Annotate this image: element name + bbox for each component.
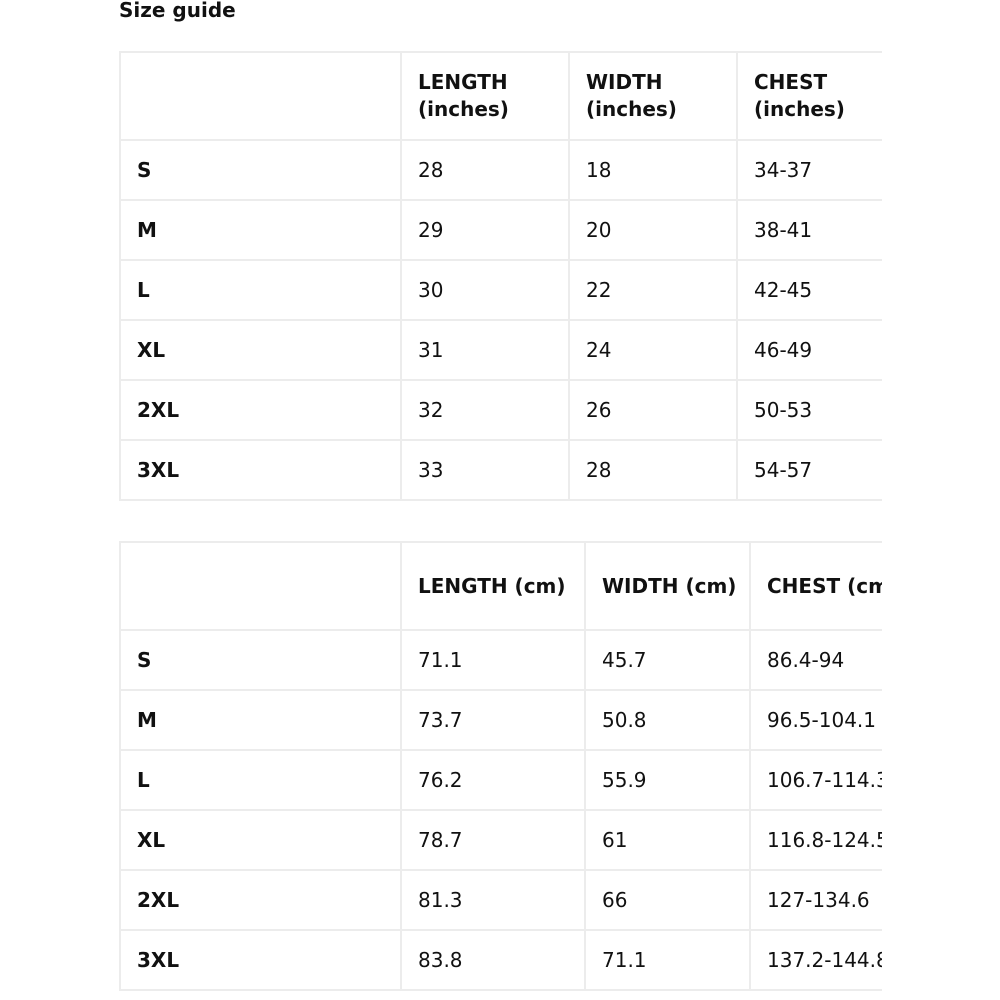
measurement: 33: [400, 439, 570, 501]
measurement: 34-37: [736, 139, 882, 201]
header-cell: [119, 541, 402, 631]
size-label: L: [119, 749, 402, 811]
measurement: 71.1: [584, 929, 751, 991]
measurement: 55.9: [584, 749, 751, 811]
size-row: L 76.2 55.9 106.7-114.3: [119, 749, 882, 811]
measurement: 73.7: [400, 689, 586, 751]
measurement: 28: [568, 439, 738, 501]
size-row: S 28 18 34-37: [119, 139, 882, 201]
measurement: 45.7: [584, 629, 751, 691]
measurement: 71.1: [400, 629, 586, 691]
measurement: 50-53: [736, 379, 882, 441]
page-title: Size guide: [119, 0, 236, 22]
measurement: 83.8: [400, 929, 586, 991]
size-label: S: [119, 139, 402, 201]
measurement: 66: [584, 869, 751, 931]
size-row: L 30 22 42-45: [119, 259, 882, 321]
size-label: XL: [119, 809, 402, 871]
header-row: LENGTH (cm)WIDTH (cm)CHEST (cm): [119, 541, 882, 631]
measurement: 42-45: [736, 259, 882, 321]
header-cell: [119, 51, 402, 141]
measurement: 50.8: [584, 689, 751, 751]
measurement: 127-134.6: [749, 869, 882, 931]
measurement: 78.7: [400, 809, 586, 871]
measurement: 18: [568, 139, 738, 201]
header-cell: CHEST (cm): [749, 541, 882, 631]
size-label: 3XL: [119, 929, 402, 991]
size-row: M 29 20 38-41: [119, 199, 882, 261]
size-label: 2XL: [119, 869, 402, 931]
size-label: 3XL: [119, 439, 402, 501]
size-table: LENGTH (inches) WIDTH (inches) CHEST (inch…: [119, 51, 882, 501]
measurement: 61: [584, 809, 751, 871]
size-row: XL 31 24 46-49: [119, 319, 882, 381]
size-row: 3XL 83.8 71.1 137.2-144.8: [119, 929, 882, 991]
size-label: S: [119, 629, 402, 691]
size-row: M 73.7 50.8 96.5-104.1: [119, 689, 882, 751]
measurement: 32: [400, 379, 570, 441]
measurement: 29: [400, 199, 570, 261]
size-label: L: [119, 259, 402, 321]
size-label: M: [119, 199, 402, 261]
size-row: S 71.1 45.7 86.4-94: [119, 629, 882, 691]
measurement: 106.7-114.3: [749, 749, 882, 811]
size-row: XL 78.7 61 116.8-124.5: [119, 809, 882, 871]
header-cell: LENGTH (cm): [400, 541, 586, 631]
size-label: 2XL: [119, 379, 402, 441]
measurement: 30: [400, 259, 570, 321]
header-cell: WIDTH (inches): [568, 51, 738, 141]
measurement: 76.2: [400, 749, 586, 811]
measurement: 26: [568, 379, 738, 441]
measurement: 116.8-124.5: [749, 809, 882, 871]
size-row: 2XL 32 26 50-53: [119, 379, 882, 441]
size-table-inches: LENGTH (inches) WIDTH (inches) CHEST (inch…: [119, 51, 882, 501]
size-label: M: [119, 689, 402, 751]
measurement: 20: [568, 199, 738, 261]
measurement: 28: [400, 139, 570, 201]
size-row: 2XL 81.3 66 127-134.6: [119, 869, 882, 931]
measurement: 24: [568, 319, 738, 381]
measurement: 86.4-94: [749, 629, 882, 691]
header-cell: CHEST (inches): [736, 51, 882, 141]
measurement: 81.3: [400, 869, 586, 931]
size-label: XL: [119, 319, 402, 381]
measurement: 137.2-144.8: [749, 929, 882, 991]
header-cell: WIDTH (cm): [584, 541, 751, 631]
size-table-cm: LENGTH (cm)WIDTH (cm)CHEST (cm)S71.145.7…: [119, 541, 882, 991]
measurement: 38-41: [736, 199, 882, 261]
measurement: 22: [568, 259, 738, 321]
header-row: LENGTH (inches) WIDTH (inches) CHEST (inch…: [119, 51, 882, 141]
measurement: 54-57: [736, 439, 882, 501]
header-cell: LENGTH (inches): [400, 51, 570, 141]
measurement: 96.5-104.1: [749, 689, 882, 751]
size-table: LENGTH (cm)WIDTH (cm)CHEST (cm)S71.145.7…: [119, 541, 882, 991]
size-row: 3XL 33 28 54-57: [119, 439, 882, 501]
measurement: 46-49: [736, 319, 882, 381]
measurement: 31: [400, 319, 570, 381]
